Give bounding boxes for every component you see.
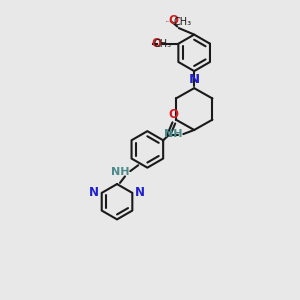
- Text: O: O: [152, 37, 162, 50]
- Text: methoxy: methoxy: [166, 20, 172, 22]
- Text: N: N: [135, 186, 145, 199]
- Text: N: N: [89, 186, 99, 199]
- Text: CH₃: CH₃: [173, 17, 191, 27]
- Text: N: N: [189, 73, 200, 86]
- Text: O: O: [169, 108, 179, 121]
- Text: NH: NH: [111, 167, 130, 177]
- Text: O: O: [168, 14, 178, 27]
- Text: NH: NH: [164, 129, 183, 139]
- Text: CH₃: CH₃: [154, 39, 172, 49]
